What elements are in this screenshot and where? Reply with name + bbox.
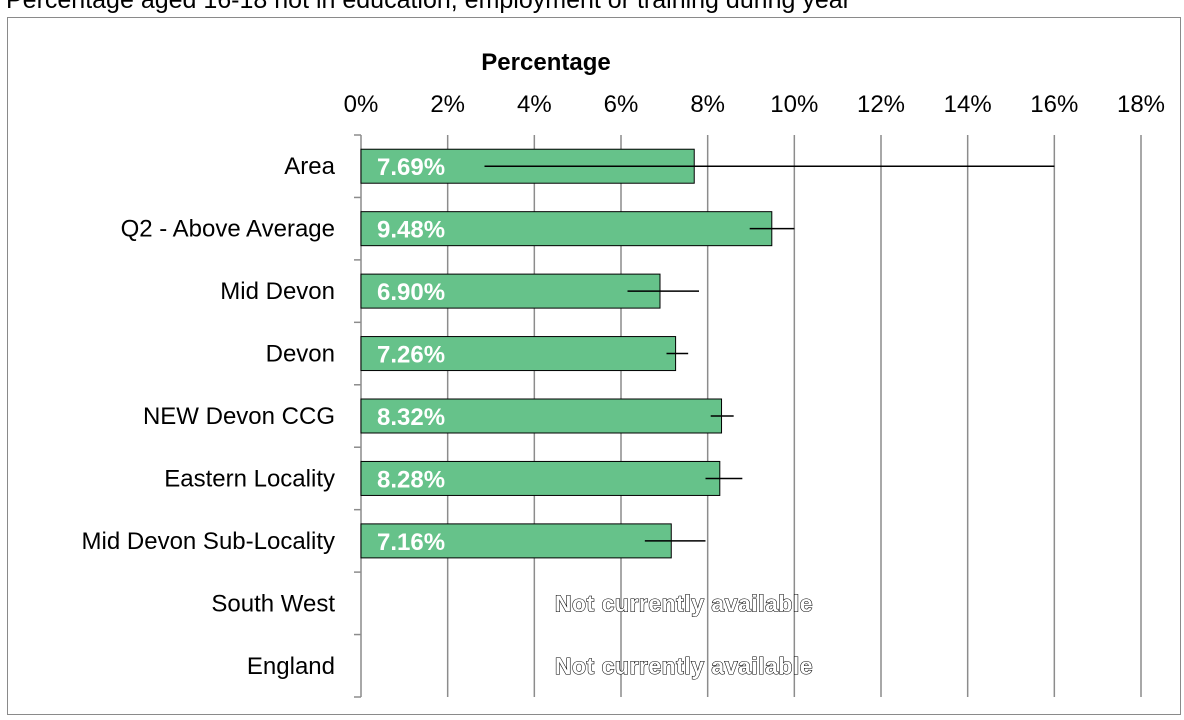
x-tick-label: 16% bbox=[1030, 91, 1078, 118]
error-bars bbox=[484, 165, 1055, 542]
not-available-label: Not currently available bbox=[555, 590, 813, 616]
category-label: Mid Devon Sub-Locality bbox=[82, 528, 335, 555]
category-label: Q2 - Above Average bbox=[121, 216, 335, 243]
category-label: Area bbox=[284, 153, 335, 180]
data-label: 8.28% bbox=[377, 466, 445, 493]
category-label: Devon bbox=[266, 341, 335, 368]
not-available-label: Not currently available bbox=[555, 653, 813, 679]
category-label: England bbox=[247, 653, 335, 680]
bar bbox=[360, 336, 677, 372]
x-tick-label: 12% bbox=[857, 91, 905, 118]
x-tick-label: 18% bbox=[1117, 91, 1165, 118]
x-tick-label: 2% bbox=[430, 91, 465, 118]
data-label: 9.48% bbox=[377, 217, 445, 244]
chart-frame bbox=[7, 17, 1181, 715]
data-label: 8.32% bbox=[377, 404, 445, 431]
data-label: 6.90% bbox=[377, 279, 445, 306]
bar bbox=[360, 398, 723, 434]
axis-title: Percentage bbox=[481, 49, 610, 76]
x-tick-label: 10% bbox=[770, 91, 818, 118]
tick-labels: 0% 2% 4% 6% 8% 10% 12% 14% 16% 18% bbox=[344, 91, 1165, 118]
category-label: NEW Devon CCG bbox=[143, 403, 335, 430]
x-tick-label: 0% bbox=[344, 91, 379, 118]
data-label: 7.16% bbox=[377, 529, 445, 556]
x-tick-label: 6% bbox=[604, 91, 639, 118]
data-labels: 7.69% 9.48% 6.90% 7.26% 8.32% 8.28% 7.16% Not c… bbox=[377, 154, 813, 679]
category-labels: Area Q2 - Above Average Mid Devon Devon NEW … bbox=[82, 153, 336, 680]
page-title: Percentage aged 16-18 not in education, … bbox=[6, 0, 851, 14]
bar bbox=[360, 460, 721, 496]
category-label: Mid Devon bbox=[220, 278, 335, 305]
data-label: 7.69% bbox=[377, 154, 445, 181]
category-label: Eastern Locality bbox=[164, 465, 335, 492]
x-tick-label: 8% bbox=[690, 91, 725, 118]
bar bbox=[360, 211, 773, 247]
x-tick-label: 14% bbox=[944, 91, 992, 118]
bar bbox=[360, 273, 661, 309]
category-label: South West bbox=[211, 590, 335, 617]
data-label: 7.26% bbox=[377, 342, 445, 369]
bar bbox=[360, 523, 672, 559]
x-tick-label: 4% bbox=[517, 91, 552, 118]
